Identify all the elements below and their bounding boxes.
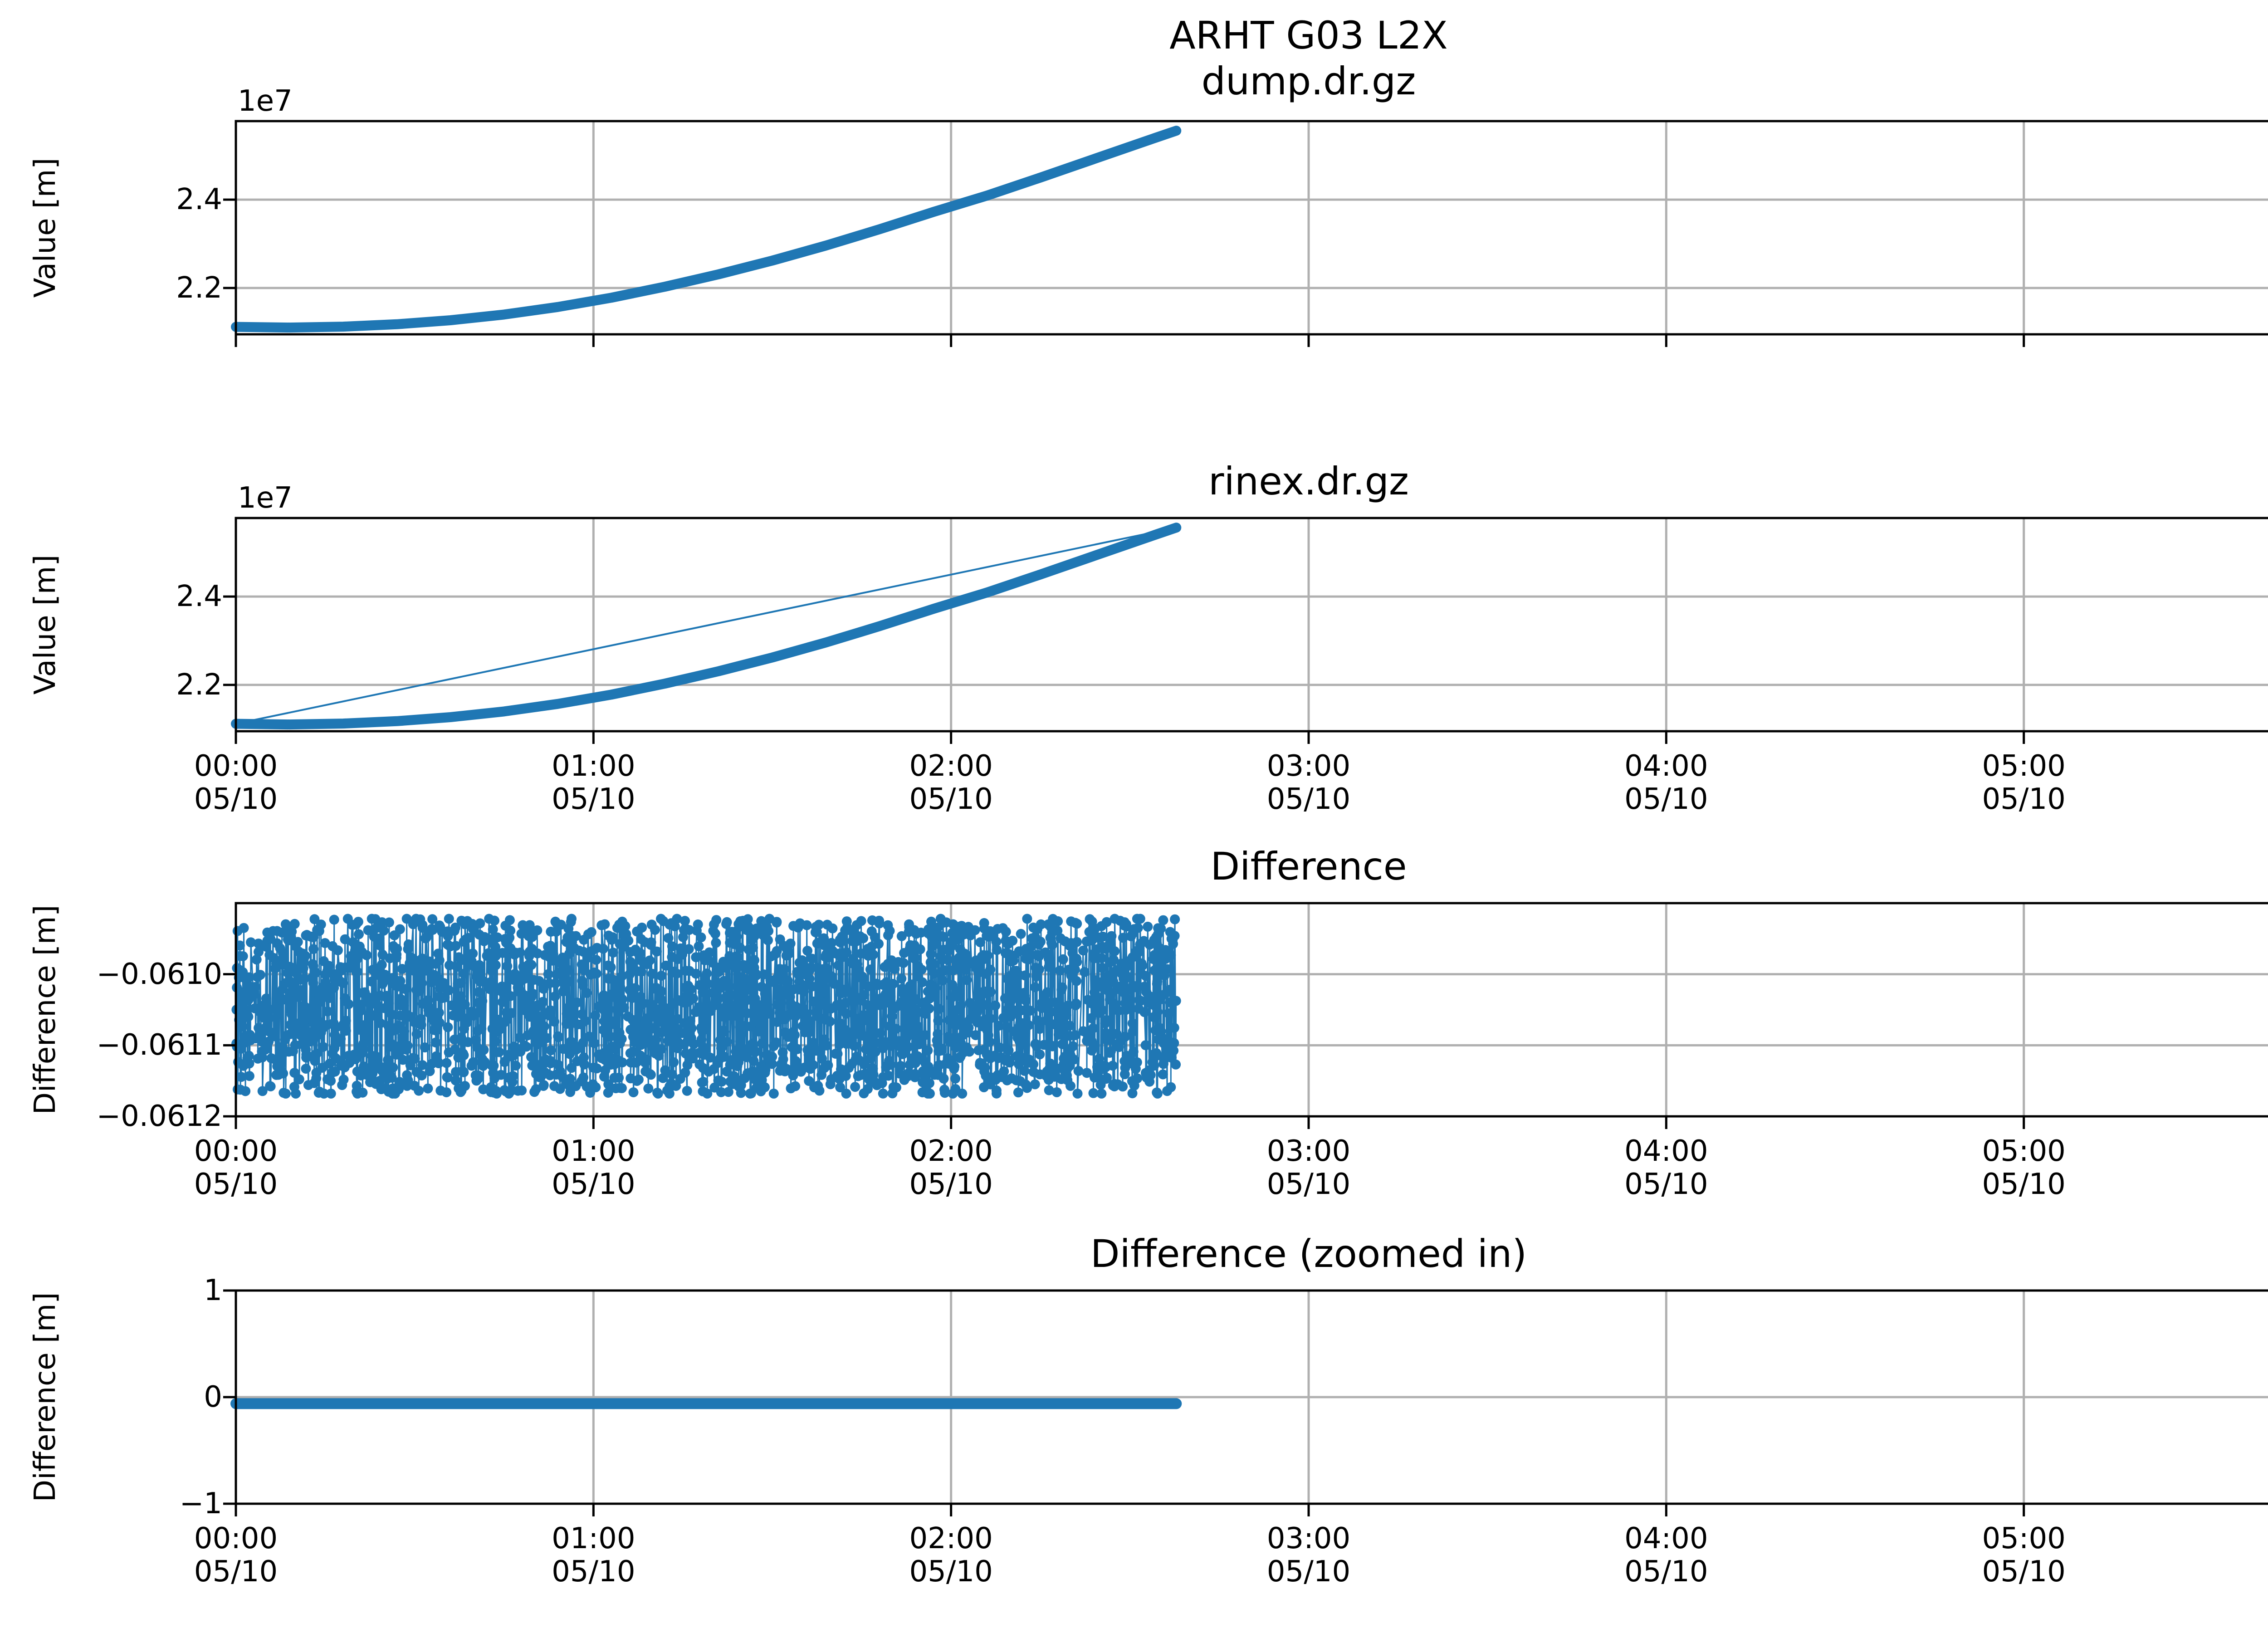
panel-2-group	[223, 517, 2268, 744]
x-tick-time-label: 03:00	[1266, 1134, 1351, 1168]
x-tick-date-label: 05/10	[1624, 1168, 1708, 1201]
panel4-title: Difference (zoomed in)	[1090, 1232, 1527, 1276]
x-tick-time-label: 02:00	[909, 1134, 993, 1168]
x-tick-date-label: 05/10	[909, 782, 993, 816]
panel3-y-axis-label: Difference [m]	[29, 905, 62, 1115]
y-tick-label: 2.2	[176, 668, 222, 702]
x-tick-time-label: 05:00	[1982, 749, 2066, 783]
x-tick-date-label: 05/10	[552, 1555, 635, 1589]
panel-4-group	[223, 1289, 2268, 1516]
panel-1-group	[223, 120, 2268, 347]
x-tick-time-label: 02:00	[909, 749, 993, 783]
x-tick-date-label: 05/10	[1982, 1555, 2066, 1589]
x-tick-time-label: 05:00	[1982, 1134, 2066, 1168]
panel-3-group	[223, 902, 2268, 1129]
x-tick-date-label: 05/10	[552, 1168, 635, 1201]
y-tick-label: 2.4	[176, 183, 222, 217]
panel-1-grid	[235, 121, 2268, 334]
panel-2-spine-box	[235, 517, 2268, 733]
x-tick-time-label: 03:00	[1266, 1522, 1351, 1555]
panel2-y-axis-label: Value [m]	[29, 554, 62, 695]
x-tick-date-label: 05/10	[909, 1555, 993, 1589]
x-tick-time-label: 03:00	[1266, 749, 1351, 783]
panel-3-series	[231, 914, 1181, 1099]
panel-4-grid	[235, 1289, 2268, 1505]
x-tick-time-label: 01:00	[552, 1134, 635, 1168]
y-tick-label: −1	[179, 1487, 222, 1521]
panel-3-tick-marks	[223, 973, 2025, 1129]
panel4-y-axis-label: Difference [m]	[29, 1292, 62, 1502]
panel-2-tick-marks	[223, 595, 2025, 744]
panel-2-grid	[235, 518, 2268, 731]
panel1-y-offset-text: 1e7	[238, 84, 293, 118]
x-tick-time-label: 04:00	[1624, 1522, 1708, 1555]
panel-2-series	[231, 523, 1182, 730]
y-tick-label: −0.0611	[96, 1028, 222, 1062]
panel-1-tick-marks	[223, 198, 2025, 347]
x-tick-date-label: 05/10	[194, 782, 278, 816]
x-tick-date-label: 05/10	[1982, 1168, 2066, 1201]
x-tick-date-label: 05/10	[194, 1168, 278, 1201]
series-line	[231, 523, 1182, 730]
x-tick-date-label: 05/10	[1266, 782, 1351, 816]
panel3-title: Difference	[1210, 844, 1407, 889]
x-tick-date-label: 05/10	[909, 1168, 993, 1201]
series-line	[235, 527, 1178, 725]
x-tick-date-label: 05/10	[1624, 1555, 1708, 1589]
y-tick-label: −0.0610	[96, 957, 222, 991]
panel-4-tick-marks	[223, 1289, 2025, 1516]
x-tick-time-label: 00:00	[194, 1522, 278, 1555]
y-tick-label: 1	[204, 1274, 222, 1307]
x-tick-time-label: 02:00	[909, 1522, 993, 1555]
panel1-title: ARHT G03 L2X dump.dr.gz	[1169, 13, 1448, 103]
y-tick-label: 0	[204, 1380, 222, 1414]
series-line	[231, 126, 1182, 333]
x-tick-time-label: 01:00	[552, 749, 635, 783]
y-tick-label: 2.2	[176, 271, 222, 305]
x-tick-date-label: 05/10	[1266, 1555, 1351, 1589]
x-tick-date-label: 05/10	[1624, 782, 1708, 816]
x-tick-date-label: 05/10	[552, 782, 635, 816]
panel1-y-axis-label: Value [m]	[29, 157, 62, 298]
x-tick-time-label: 04:00	[1624, 1134, 1708, 1168]
x-tick-date-label: 05/10	[1982, 782, 2066, 816]
panel-1-spine-box	[235, 120, 2268, 336]
x-tick-date-label: 05/10	[194, 1555, 278, 1589]
x-tick-time-label: 00:00	[194, 1134, 278, 1168]
y-tick-label: −0.0612	[96, 1100, 222, 1133]
y-tick-label: 2.4	[176, 580, 222, 614]
x-tick-time-label: 05:00	[1982, 1522, 2066, 1555]
noise-scatter-dots	[231, 914, 1181, 1099]
x-tick-time-label: 00:00	[194, 749, 278, 783]
x-tick-date-label: 05/10	[1266, 1168, 1351, 1201]
x-tick-time-label: 04:00	[1624, 749, 1708, 783]
panel2-y-offset-text: 1e7	[238, 481, 293, 515]
x-tick-time-label: 01:00	[552, 1522, 635, 1555]
panel-1-series	[231, 126, 1182, 333]
panel2-title: rinex.dr.gz	[1208, 459, 1409, 504]
